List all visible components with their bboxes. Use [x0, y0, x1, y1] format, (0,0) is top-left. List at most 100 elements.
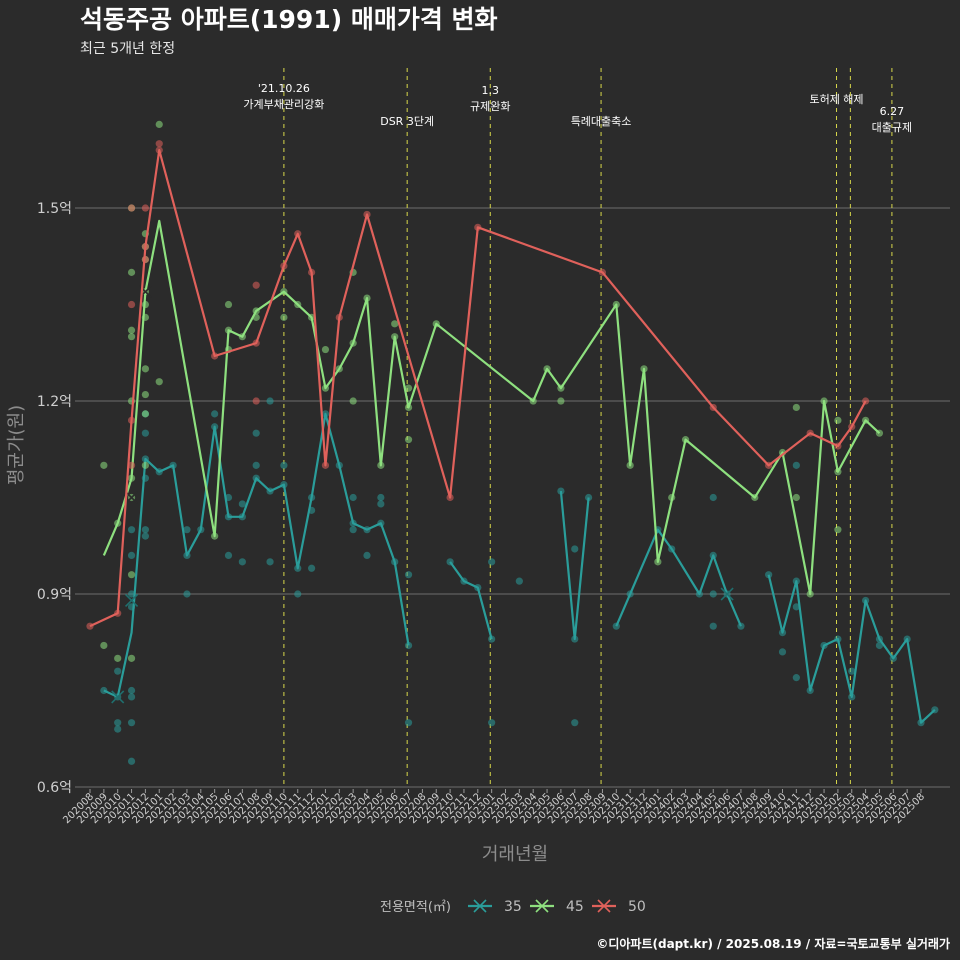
series-45: [100, 120, 884, 662]
data-point: [141, 365, 149, 373]
avg-marker-stroke: [597, 899, 611, 913]
data-point: [141, 526, 149, 534]
series-line: [102, 219, 881, 596]
data-point: [155, 120, 163, 129]
data-point: [294, 590, 302, 598]
legend-item-50: 50: [592, 899, 646, 915]
data-point: [377, 500, 385, 508]
caption: ©디아파트(dapt.kr) / 2025.08.19 / 자료=국토교통부 실…: [596, 936, 950, 951]
data-point: [792, 493, 800, 502]
legend-label: 50: [628, 899, 646, 915]
data-point: [141, 461, 149, 469]
y-tick-label: 1.5억: [37, 201, 72, 217]
data-point: [114, 725, 122, 733]
data-point: [557, 397, 565, 405]
data-point: [127, 590, 136, 598]
data-point: [224, 300, 233, 309]
gridlines: [75, 207, 950, 788]
data-point: [792, 461, 800, 469]
data-point: [709, 622, 717, 630]
legend-label: 35: [504, 899, 522, 915]
event-label: 1.3 규제완화: [470, 84, 510, 113]
legend-item-45: 45: [530, 899, 584, 915]
y-axis-ticks: 0.6억 0.9억 1.2억 1.5억: [37, 201, 72, 796]
data-point: [141, 390, 149, 399]
avg-marker-stroke: [535, 899, 549, 913]
legend-marker: [473, 899, 487, 913]
chart-title: 석동주공 아파트(1991) 매매가격 변화: [80, 5, 498, 34]
avg-marker: [124, 490, 139, 505]
data-point: [127, 333, 136, 341]
y-tick-label: 1.2억: [37, 394, 72, 410]
data-point: [127, 719, 136, 727]
data-point: [224, 551, 233, 560]
data-point: [127, 757, 136, 765]
data-point: [127, 204, 136, 212]
event-label: '21.10.26 가계부채관리강화: [243, 82, 324, 111]
avg-marker: [124, 593, 139, 608]
avg-marker-stroke: [720, 587, 734, 601]
data-point: [834, 526, 842, 534]
data-point: [709, 493, 717, 502]
y-axis-title: 평균가(원): [6, 405, 27, 485]
legend: 전용면적(㎡) 35 45 50: [380, 899, 646, 915]
event-label: DSR 3단계: [380, 115, 434, 128]
data-point: [363, 551, 371, 560]
series-line: [449, 561, 493, 640]
data-point: [834, 416, 842, 424]
data-point: [792, 603, 800, 611]
series-50: [86, 140, 870, 630]
data-point: [127, 654, 136, 662]
data-point: [114, 667, 122, 675]
data-point: [308, 564, 316, 572]
data-point: [127, 693, 136, 701]
data-point: [848, 667, 856, 675]
data-point: [875, 641, 884, 650]
series-layer: [86, 120, 939, 765]
y-tick-label: 0.9억: [37, 587, 72, 603]
data-point: [404, 571, 413, 579]
data-point: [404, 436, 413, 444]
legend-marker: [597, 899, 611, 913]
data-point: [252, 397, 260, 405]
avg-marker-stroke: [473, 899, 487, 913]
data-point: [127, 551, 136, 560]
data-point: [114, 654, 122, 662]
event-label: 토허제 해제: [809, 92, 863, 106]
data-point: [252, 429, 260, 437]
data-point: [141, 532, 149, 540]
data-point: [792, 403, 800, 412]
data-point: [155, 378, 163, 386]
data-point: [141, 410, 149, 418]
data-point: [349, 397, 357, 405]
data-point: [280, 313, 288, 321]
data-point: [349, 526, 357, 534]
data-point: [127, 300, 136, 309]
data-point: [709, 590, 717, 598]
data-point: [488, 558, 496, 566]
data-point: [391, 320, 399, 328]
data-point: [211, 410, 219, 418]
data-point: [127, 686, 136, 695]
data-point: [238, 500, 246, 508]
data-point: [377, 493, 385, 502]
data-point: [778, 648, 787, 656]
legend-title: 전용면적(㎡): [380, 900, 451, 915]
data-point: [127, 268, 136, 276]
x-axis-ticks: 2020082020092020102020112020122021012021…: [61, 789, 927, 826]
data-point: [100, 461, 108, 469]
series-line: [615, 528, 742, 627]
legend-label: 45: [566, 899, 584, 915]
data-point: [100, 641, 108, 650]
data-point: [238, 558, 246, 566]
legend-marker: [535, 899, 549, 913]
data-point: [127, 526, 136, 534]
series-35: [100, 397, 939, 765]
series-line: [767, 574, 936, 724]
data-point: [792, 674, 800, 682]
avg-marker-stroke: [124, 593, 139, 608]
data-point: [349, 493, 357, 502]
data-point: [183, 590, 191, 598]
